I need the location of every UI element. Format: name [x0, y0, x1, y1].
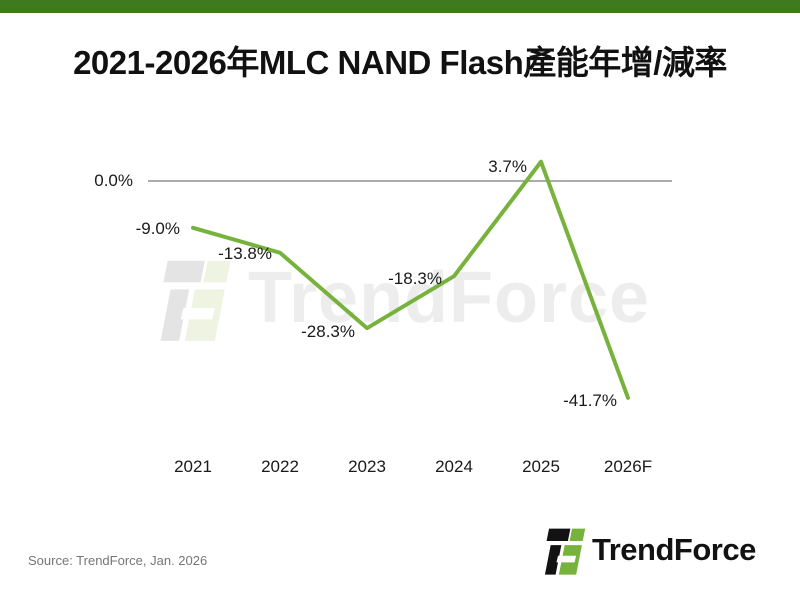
- data-label: -41.7%: [563, 391, 617, 410]
- x-axis-tick-label: 2022: [261, 457, 299, 476]
- chart-title: 2021-2026年MLC NAND Flash產能年增/減率: [73, 44, 727, 81]
- data-label: 3.7%: [488, 157, 527, 176]
- trendforce-logo-text: TrendForce: [592, 532, 756, 567]
- data-label: -13.8%: [218, 244, 272, 263]
- trendforce-logo: TrendForce: [540, 520, 756, 580]
- x-axis-tick-label: 2026F: [604, 457, 652, 476]
- source-note: Source: TrendForce, Jan. 2026: [28, 553, 208, 568]
- data-label: -18.3%: [388, 269, 442, 288]
- top-accent-bar: [0, 0, 800, 13]
- series-line: [191, 159, 630, 400]
- x-axis-tick-label: 2025: [522, 457, 560, 476]
- zero-axis-label: 0.0%: [94, 171, 133, 190]
- data-label: -9.0%: [136, 219, 180, 238]
- x-axis-tick-label: 2021: [174, 457, 212, 476]
- trendforce-logo-icon: [544, 528, 586, 575]
- x-axis-tick-label: 2023: [348, 457, 386, 476]
- x-axis-tick-label: 2024: [435, 457, 473, 476]
- data-label: -28.3%: [301, 322, 355, 341]
